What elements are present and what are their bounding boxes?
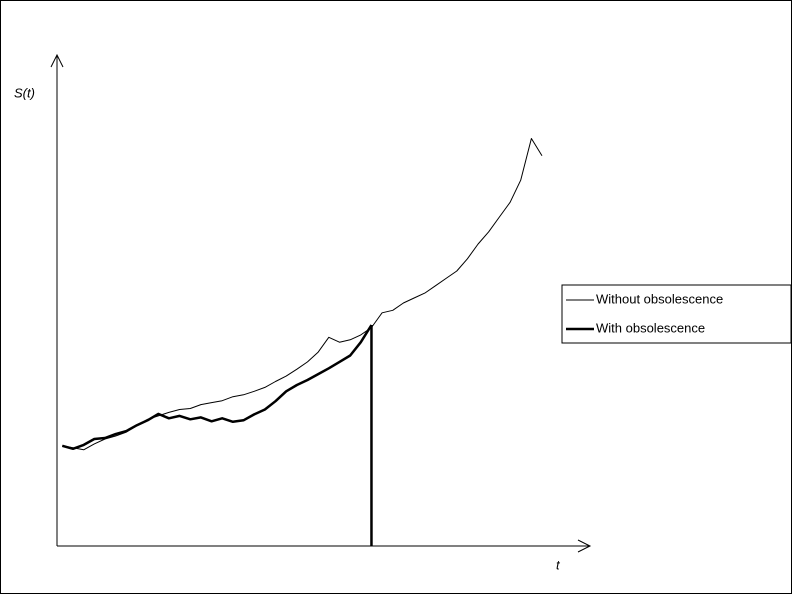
legend-box <box>561 284 792 344</box>
y-axis-label: S(t) <box>14 85 35 100</box>
y-arrow <box>50 53 64 68</box>
legend-label: Without obsolescence <box>596 291 723 306</box>
legend: Without obsolescence With obsolescence <box>561 284 792 344</box>
legend-label: With obsolescence <box>596 320 705 335</box>
x-axis-label: t <box>556 557 561 572</box>
series-line <box>61 324 373 451</box>
x-arrow <box>577 539 592 553</box>
